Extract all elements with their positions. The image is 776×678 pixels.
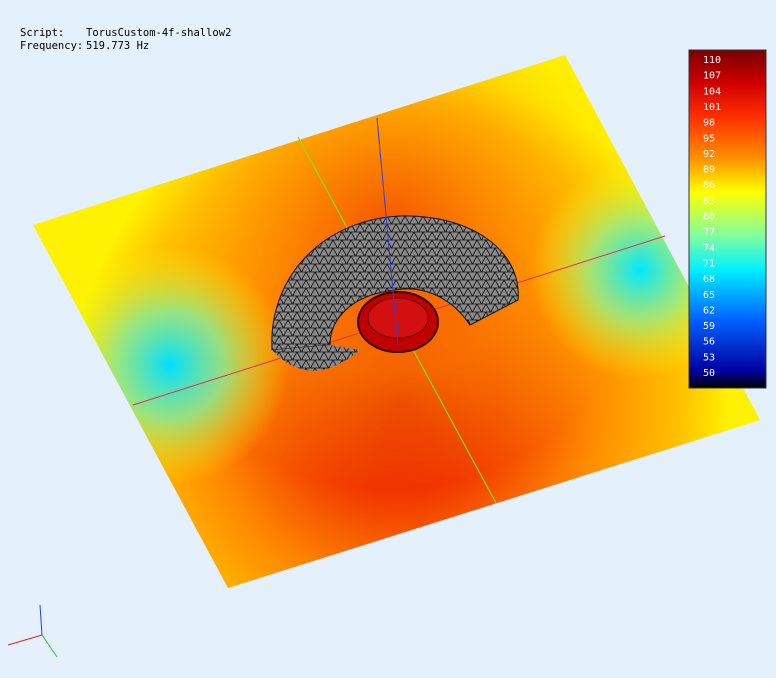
colorbar-label: 77 — [703, 227, 715, 238]
colorbar-scale — [688, 49, 767, 389]
colorbar-label: 80 — [703, 212, 715, 223]
script-label: Script: — [20, 27, 64, 39]
colorbar-label: 50 — [703, 368, 715, 379]
frequency-label: Frequency: — [20, 40, 83, 52]
colorbar-label: 65 — [703, 290, 715, 301]
colorbar-label: 59 — [703, 321, 715, 332]
colorbar-label: 95 — [703, 133, 715, 144]
colorbar-label: 110 — [703, 55, 721, 66]
colorbar-label: 101 — [703, 102, 721, 113]
info-text: Script: TorusCustom-4f-shallow2 Frequenc… — [20, 27, 231, 52]
colorbar-label: 98 — [703, 118, 715, 129]
colorbar-label: 62 — [703, 305, 715, 316]
colorbar: 110 107 104 101 98 95 92 89 86 83 80 77 74 71 68 65 62 59… — [688, 49, 767, 389]
torus — [271, 215, 519, 371]
colorbar-label: 56 — [703, 337, 715, 348]
colorbar-label: 104 — [703, 86, 721, 97]
colorbar-label: 107 — [703, 71, 721, 82]
frequency-value: 519.773 Hz — [86, 40, 149, 52]
script-name: TorusCustom-4f-shallow2 — [86, 27, 231, 39]
colorbar-label: 83 — [703, 196, 715, 207]
orientation-triad — [7, 604, 58, 658]
colorbar-label: 74 — [703, 243, 715, 254]
colorbar-label: 89 — [703, 165, 715, 176]
colorbar-label: 68 — [703, 274, 715, 285]
colorbar-label: 86 — [703, 180, 715, 191]
colorbar-label: 92 — [703, 149, 715, 160]
colorbar-label: 53 — [703, 352, 715, 363]
z-axis — [376, 117, 399, 346]
colorbar-label: 71 — [703, 258, 715, 269]
